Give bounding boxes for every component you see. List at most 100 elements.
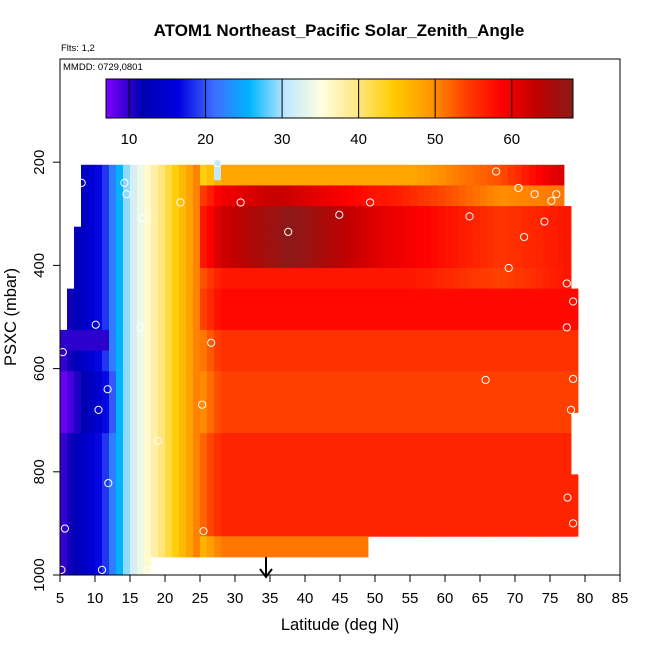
heatmap-cell [403, 267, 411, 290]
heatmap-cell [536, 329, 544, 351]
heatmap-cell [424, 474, 432, 496]
heatmap-cell [564, 433, 572, 455]
heatmap-cell [116, 247, 124, 269]
heatmap-cell [536, 247, 544, 269]
heatmap-cell [109, 247, 117, 269]
heatmap-cell [466, 288, 474, 310]
heatmap-cell [242, 206, 250, 228]
heatmap-cell [60, 536, 68, 558]
heatmap-cell [312, 536, 320, 558]
heatmap-cell [403, 350, 411, 372]
heatmap-cell [326, 288, 334, 310]
heatmap-cell [200, 206, 208, 228]
heatmap-cell [536, 309, 544, 331]
heatmap-cell [102, 433, 110, 455]
heatmap-cell [249, 329, 257, 351]
heatmap-cell [326, 247, 334, 269]
heatmap-cell [263, 433, 271, 455]
heatmap-cell [249, 391, 257, 413]
heatmap-cell [410, 206, 418, 228]
heatmap-cell [270, 495, 278, 517]
heatmap-cell [137, 412, 145, 434]
heatmap-cell [256, 391, 264, 413]
heatmap-cell [109, 329, 117, 351]
heatmap-cell [550, 226, 558, 248]
heatmap-cell [221, 206, 229, 228]
heatmap-cell [88, 350, 96, 372]
heatmap-cell [354, 267, 362, 290]
heatmap-cell [333, 185, 341, 207]
heatmap-cell [333, 350, 341, 372]
heatmap-cell [508, 433, 516, 455]
heatmap-cell [319, 536, 327, 558]
heatmap-cell [263, 350, 271, 372]
heatmap-cell [214, 515, 222, 537]
heatmap-cell [368, 206, 376, 228]
heatmap-cell [102, 185, 110, 207]
heatmap-cell [74, 350, 82, 372]
heatmap-cell [487, 371, 495, 393]
heatmap-cell [340, 391, 348, 413]
heatmap-cell [501, 288, 509, 310]
heatmap-cell [221, 453, 229, 475]
heatmap-cell [494, 495, 502, 517]
heatmap-cell [333, 164, 341, 186]
heatmap-cell [305, 536, 313, 558]
heatmap-cell [88, 536, 96, 558]
heatmap-cell [543, 495, 551, 517]
heatmap-cell [172, 371, 180, 393]
heatmap-cell [543, 391, 551, 413]
heatmap-cell [564, 226, 572, 248]
heatmap-cell [60, 350, 68, 372]
heatmap-cell [130, 267, 138, 290]
heatmap-cell [431, 412, 439, 434]
heatmap-cell [438, 412, 446, 434]
heatmap-cell [522, 350, 530, 372]
heatmap-cell [88, 206, 96, 228]
heatmap-cell [291, 267, 299, 290]
heatmap-cell [214, 495, 222, 517]
heatmap-cell [256, 329, 264, 351]
heatmap-cell [543, 206, 551, 228]
heatmap-cell [81, 556, 89, 576]
heatmap-cell [312, 474, 320, 496]
heatmap-cell [144, 309, 152, 331]
heatmap-cell [410, 226, 418, 248]
heatmap-cell [165, 267, 173, 290]
heatmap-cell [172, 495, 180, 517]
heatmap-cell [508, 515, 516, 537]
heatmap-cell [123, 536, 131, 558]
heatmap-cell [144, 536, 152, 558]
heatmap-cell [284, 391, 292, 413]
heatmap-cell [249, 536, 257, 558]
heatmap-cell [438, 391, 446, 413]
heatmap-cell [480, 247, 488, 269]
heatmap-cell [305, 164, 313, 186]
heatmap-cell [473, 474, 481, 496]
heatmap-cell [235, 226, 243, 248]
heatmap-cell [508, 247, 516, 269]
heatmap-cell [550, 412, 558, 434]
heatmap-cell [165, 515, 173, 537]
heatmap-cell [536, 164, 544, 186]
heatmap-cell [564, 391, 572, 413]
heatmap-cell [298, 350, 306, 372]
heatmap-cell [186, 371, 194, 393]
heatmap-cell [326, 495, 334, 517]
heatmap-cell [494, 267, 502, 290]
heatmap-cell [207, 515, 215, 537]
heatmap-cell [249, 371, 257, 393]
heatmap-cell [564, 474, 572, 496]
heatmap-cell [151, 185, 159, 207]
heatmap-cell [95, 164, 103, 186]
heatmap-cell [284, 453, 292, 475]
heatmap-cell [305, 474, 313, 496]
heatmap-cell [487, 329, 495, 351]
heatmap-cell [102, 515, 110, 537]
heatmap-cell [193, 515, 201, 537]
heatmap-cell [270, 185, 278, 207]
heatmap-cell [74, 309, 82, 331]
heatmap-cell [515, 288, 523, 310]
heatmap-cell [81, 350, 89, 372]
heatmap-cell [375, 164, 383, 186]
